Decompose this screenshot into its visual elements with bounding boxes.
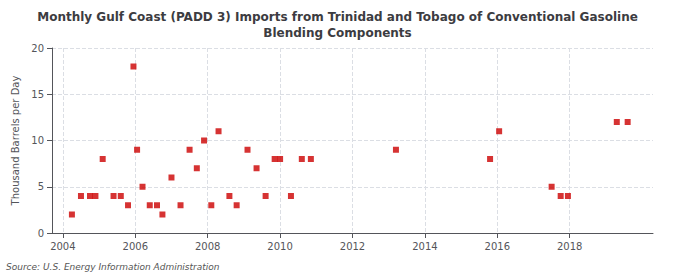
svg-text:20: 20 — [31, 43, 44, 54]
svg-text:2010: 2010 — [267, 241, 292, 252]
svg-text:10: 10 — [31, 135, 44, 146]
svg-text:Source: U.S. Energy Informatio: Source: U.S. Energy Information Administ… — [6, 262, 220, 272]
svg-text:2014: 2014 — [412, 241, 437, 252]
svg-text:2006: 2006 — [123, 241, 148, 252]
svg-text:5: 5 — [38, 181, 44, 192]
svg-text:Blending Components: Blending Components — [263, 26, 411, 40]
svg-text:2016: 2016 — [485, 241, 510, 252]
svg-text:2008: 2008 — [195, 241, 220, 252]
svg-text:0: 0 — [38, 228, 44, 239]
svg-text:2004: 2004 — [50, 241, 75, 252]
svg-text:2012: 2012 — [340, 241, 365, 252]
svg-text:Monthly Gulf Coast (PADD 3) Im: Monthly Gulf Coast (PADD 3) Imports from… — [37, 10, 638, 24]
svg-text:2018: 2018 — [557, 241, 582, 252]
svg-text:Thousand Barrels per Day: Thousand Barrels per Day — [10, 76, 21, 207]
svg-text:15: 15 — [31, 89, 44, 100]
